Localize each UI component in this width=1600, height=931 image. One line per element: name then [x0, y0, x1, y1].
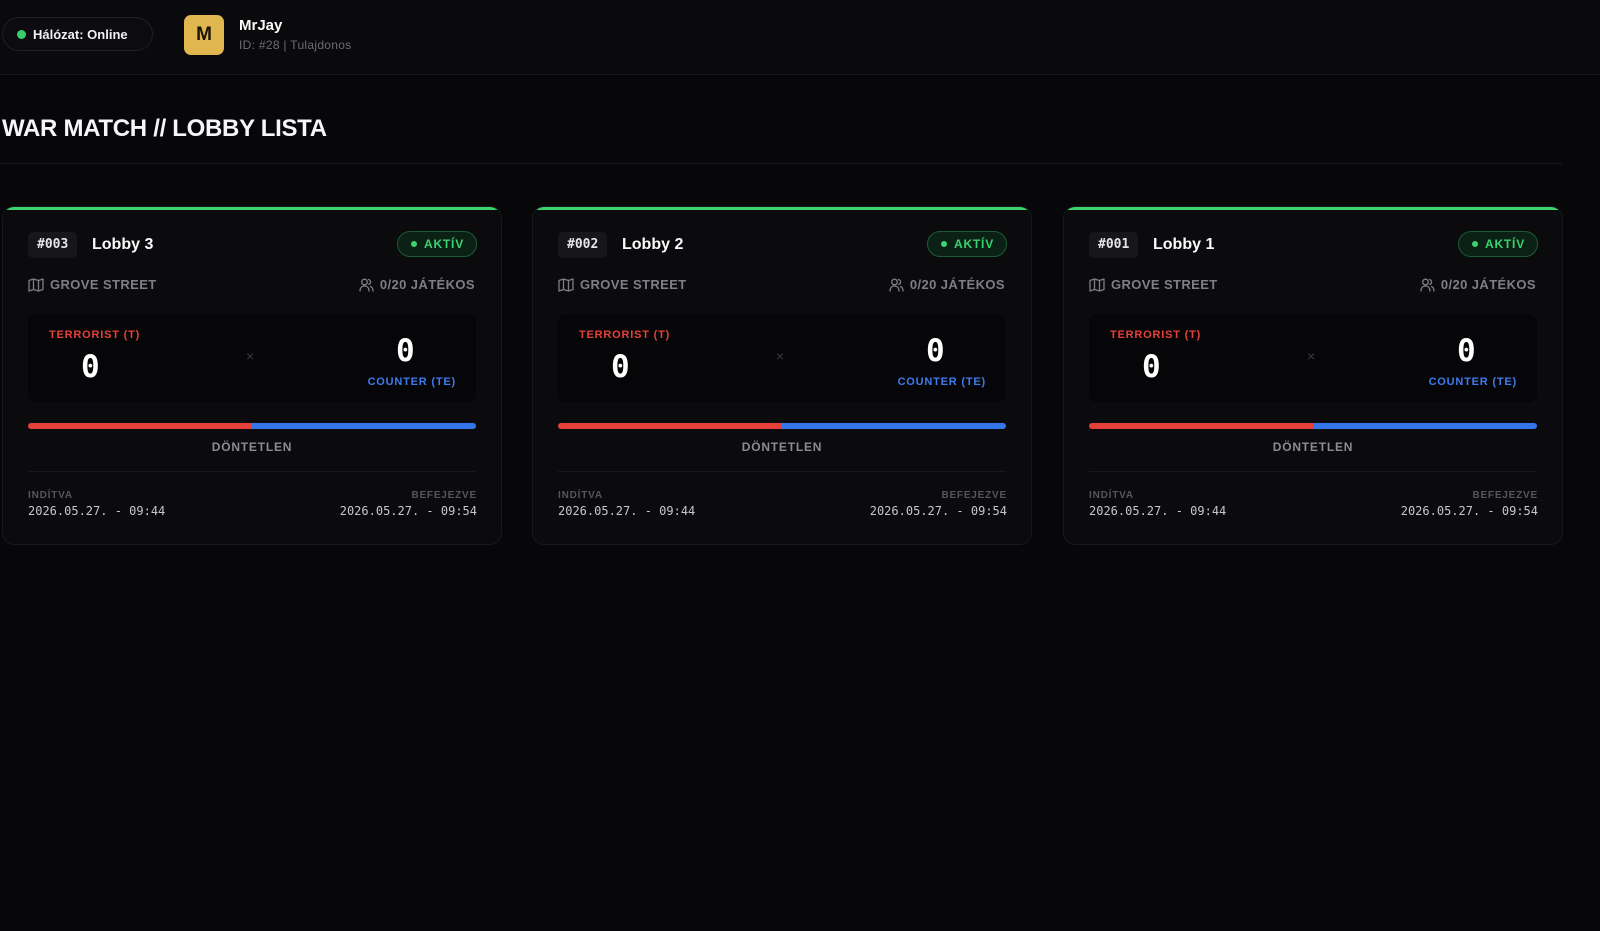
player-count: 0/20 JÁTÉKOS — [1440, 277, 1536, 292]
avatar[interactable]: M — [184, 15, 224, 55]
page-title: WAR MATCH // LOBBY LISTA — [2, 115, 327, 142]
counter-share-fill — [252, 423, 476, 429]
ended-label: BEFEJEZVE — [1472, 490, 1538, 501]
score-ratio-bar — [28, 423, 476, 429]
card-divider — [558, 471, 1006, 472]
terrorist-score: 0 — [81, 349, 100, 385]
status-badge: AKTÍV — [397, 231, 477, 257]
counter-score: 0 — [396, 333, 415, 369]
terrorist-label: TERRORIST (T) — [49, 329, 141, 341]
terrorist-label: TERRORIST (T) — [1110, 329, 1202, 341]
status-badge: AKTÍV — [1458, 231, 1538, 257]
status-dot-icon — [941, 241, 947, 247]
status-label: AKTÍV — [1485, 237, 1525, 251]
users-icon — [359, 278, 374, 292]
online-dot-icon — [17, 29, 26, 39]
lobby-id: #003 — [28, 232, 78, 258]
map-name: GROVE STREET — [580, 277, 687, 292]
counter-score: 0 — [1457, 333, 1476, 369]
map-icon — [1089, 277, 1105, 292]
versus-icon: × — [776, 348, 785, 364]
terrorist-share-fill — [558, 423, 782, 429]
map-name: GROVE STREET — [50, 277, 157, 292]
players-info: 0/20 JÁTÉKOS — [359, 277, 475, 292]
ended-label: BEFEJEZVE — [411, 490, 477, 501]
map-info: GROVE STREET — [1089, 277, 1218, 292]
map-info: GROVE STREET — [28, 277, 157, 292]
match-result: DÖNTETLEN — [741, 440, 823, 454]
lobby-card[interactable]: #001 Lobby 1 AKTÍV GROVE STREET — [1063, 206, 1563, 545]
ended-label: BEFEJEZVE — [941, 490, 1007, 501]
lobby-name: Lobby 3 — [92, 236, 154, 253]
terrorist-share-fill — [28, 423, 252, 429]
map-name: GROVE STREET — [1111, 277, 1218, 292]
terrorist-label: TERRORIST (T) — [579, 329, 671, 341]
terrorist-score: 0 — [611, 349, 630, 385]
status-dot-icon — [1472, 241, 1478, 247]
versus-icon: × — [246, 348, 255, 364]
network-status-text: Hálózat: Online — [33, 26, 128, 42]
lobby-id: #002 — [558, 232, 608, 258]
card-accent-bar — [533, 207, 1031, 210]
status-badge: AKTÍV — [927, 231, 1007, 257]
title-divider — [0, 163, 1562, 164]
top-bar: Hálózat: Online M MrJay ID: #28 | Tulajd… — [0, 0, 1600, 75]
player-count: 0/20 JÁTÉKOS — [909, 277, 1005, 292]
scoreboard: TERRORIST (T) 0 × 0 COUNTER (TE) — [558, 314, 1006, 402]
score-ratio-bar — [1089, 423, 1537, 429]
terrorist-share-fill — [1089, 423, 1313, 429]
lobby-name: Lobby 1 — [1153, 236, 1215, 253]
players-info: 0/20 JÁTÉKOS — [1420, 277, 1536, 292]
counter-label: COUNTER (TE) — [897, 376, 986, 388]
counter-share-fill — [1313, 423, 1537, 429]
match-result: DÖNTETLEN — [1272, 440, 1354, 454]
lobby-id: #001 — [1089, 232, 1139, 258]
lobby-card[interactable]: #002 Lobby 2 AKTÍV GROVE STREET — [532, 206, 1032, 545]
users-icon — [889, 278, 904, 292]
counter-label: COUNTER (TE) — [367, 376, 456, 388]
status-label: AKTÍV — [954, 237, 994, 251]
ended-time: 2026.05.27. - 09:54 — [869, 504, 1007, 518]
players-info: 0/20 JÁTÉKOS — [889, 277, 1005, 292]
started-label: INDÍTVA — [28, 490, 73, 501]
map-icon — [28, 277, 44, 292]
status-dot-icon — [411, 241, 417, 247]
lobby-name: Lobby 2 — [622, 236, 684, 253]
started-time: 2026.05.27. - 09:44 — [28, 504, 166, 518]
map-info: GROVE STREET — [558, 277, 687, 292]
network-status-pill: Hálózat: Online — [2, 17, 153, 51]
started-label: INDÍTVA — [558, 490, 603, 501]
user-name: MrJay — [239, 17, 283, 34]
card-accent-bar — [1064, 207, 1562, 210]
versus-icon: × — [1307, 348, 1316, 364]
card-accent-bar — [3, 207, 501, 210]
counter-label: COUNTER (TE) — [1428, 376, 1517, 388]
map-icon — [558, 277, 574, 292]
users-icon — [1420, 278, 1435, 292]
score-ratio-bar — [558, 423, 1006, 429]
status-label: AKTÍV — [424, 237, 464, 251]
started-label: INDÍTVA — [1089, 490, 1134, 501]
scoreboard: TERRORIST (T) 0 × 0 COUNTER (TE) — [28, 314, 476, 402]
match-result: DÖNTETLEN — [211, 440, 293, 454]
counter-score: 0 — [926, 333, 945, 369]
card-divider — [1089, 471, 1537, 472]
player-count: 0/20 JÁTÉKOS — [379, 277, 475, 292]
started-time: 2026.05.27. - 09:44 — [1089, 504, 1227, 518]
ended-time: 2026.05.27. - 09:54 — [339, 504, 477, 518]
card-divider — [28, 471, 476, 472]
counter-share-fill — [782, 423, 1006, 429]
ended-time: 2026.05.27. - 09:54 — [1400, 504, 1538, 518]
started-time: 2026.05.27. - 09:44 — [558, 504, 696, 518]
terrorist-score: 0 — [1142, 349, 1161, 385]
scoreboard: TERRORIST (T) 0 × 0 COUNTER (TE) — [1089, 314, 1537, 402]
lobby-card[interactable]: #003 Lobby 3 AKTÍV GROVE STREET — [2, 206, 502, 545]
user-meta: ID: #28 | Tulajdonos — [239, 38, 352, 52]
